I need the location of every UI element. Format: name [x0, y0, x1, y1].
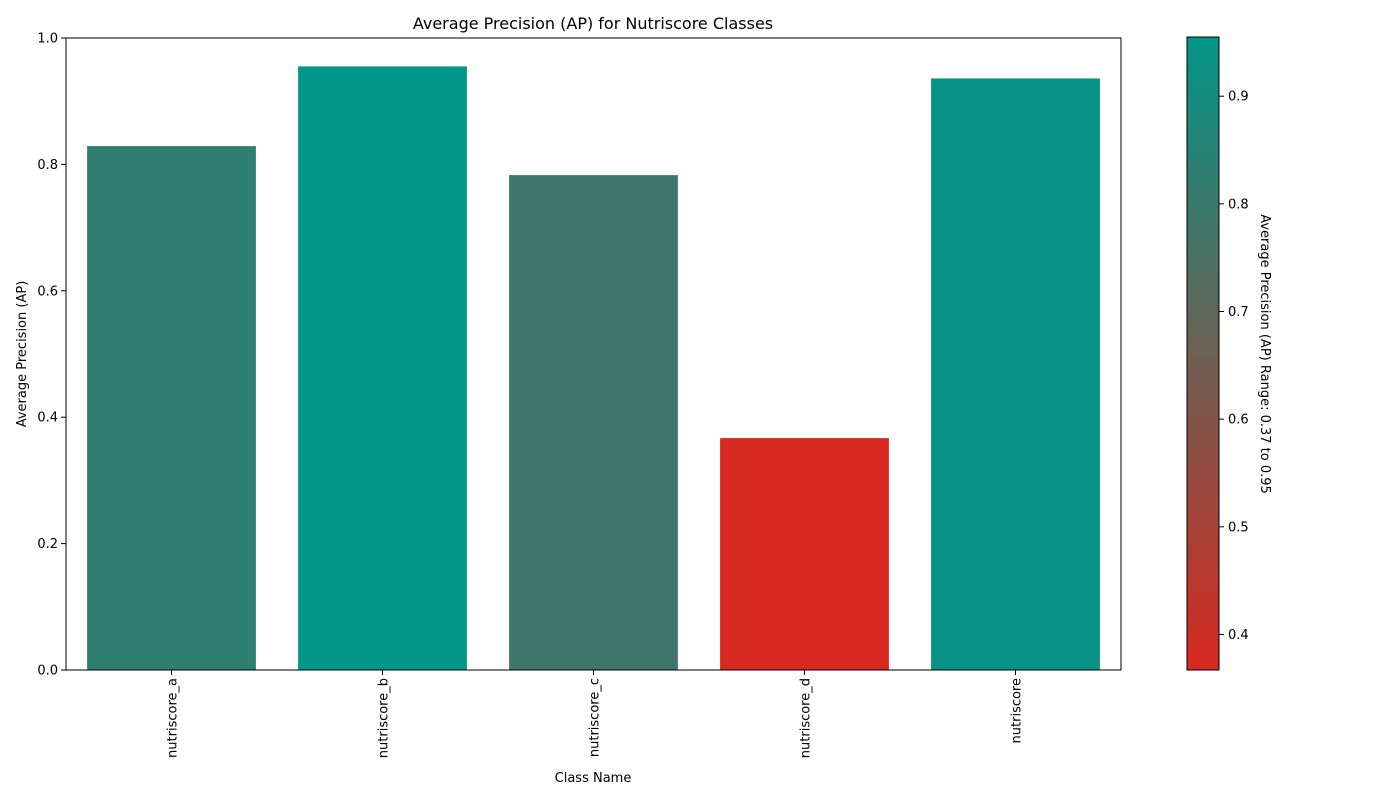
x-tick-label: nutriscore_d: [799, 678, 814, 758]
x-tick-label: nutriscore_b: [377, 678, 392, 758]
y-tick-label: 0.4: [37, 411, 58, 426]
y-axis-label: Average Precision (AP): [15, 281, 30, 428]
bar-nutriscore_c: [509, 175, 678, 670]
bar-nutriscore_a: [87, 146, 256, 671]
y-tick-label: 0.0: [37, 664, 58, 679]
colorbar-tick-label: 0.8: [1228, 197, 1249, 212]
colorbar-tick-label: 0.4: [1228, 628, 1249, 643]
bar-nutriscore: [931, 78, 1100, 670]
bars-layer: [87, 66, 1100, 671]
x-tick-label: nutriscore_a: [166, 678, 181, 758]
x-tick-label: nutriscore_c: [588, 678, 603, 757]
x-axis-ticks: nutriscore_a nutriscore_b nutriscore_c nutr…: [166, 670, 1025, 758]
colorbar-tick-label: 0.9: [1228, 90, 1249, 105]
bar-nutriscore_b: [298, 66, 467, 670]
colorbar-tick-label: 0.5: [1228, 520, 1249, 535]
colorbar: [1186, 36, 1220, 671]
colorbar-ticks: 0.4 0.5 0.6 0.7 0.8 0.9: [1219, 90, 1249, 643]
colorbar-tick-label: 0.6: [1228, 413, 1249, 428]
chart-title: Average Precision (AP) for Nutriscore Cl…: [413, 14, 773, 33]
y-tick-label: 1.0: [37, 32, 58, 47]
bar-nutriscore_d: [720, 438, 889, 670]
y-tick-label: 0.6: [37, 284, 58, 299]
x-tick-label: nutriscore: [1010, 678, 1025, 743]
y-axis-ticks: 0.0 0.2 0.4 0.6 0.8 1.0: [37, 32, 66, 679]
y-tick-label: 0.2: [37, 537, 58, 552]
colorbar-tick-label: 0.7: [1228, 305, 1249, 320]
y-tick-label: 0.8: [37, 158, 58, 173]
colorbar-label: Average Precision (AP) Range: 0.37 to 0.…: [1257, 214, 1272, 494]
x-axis-label: Class Name: [555, 771, 632, 786]
